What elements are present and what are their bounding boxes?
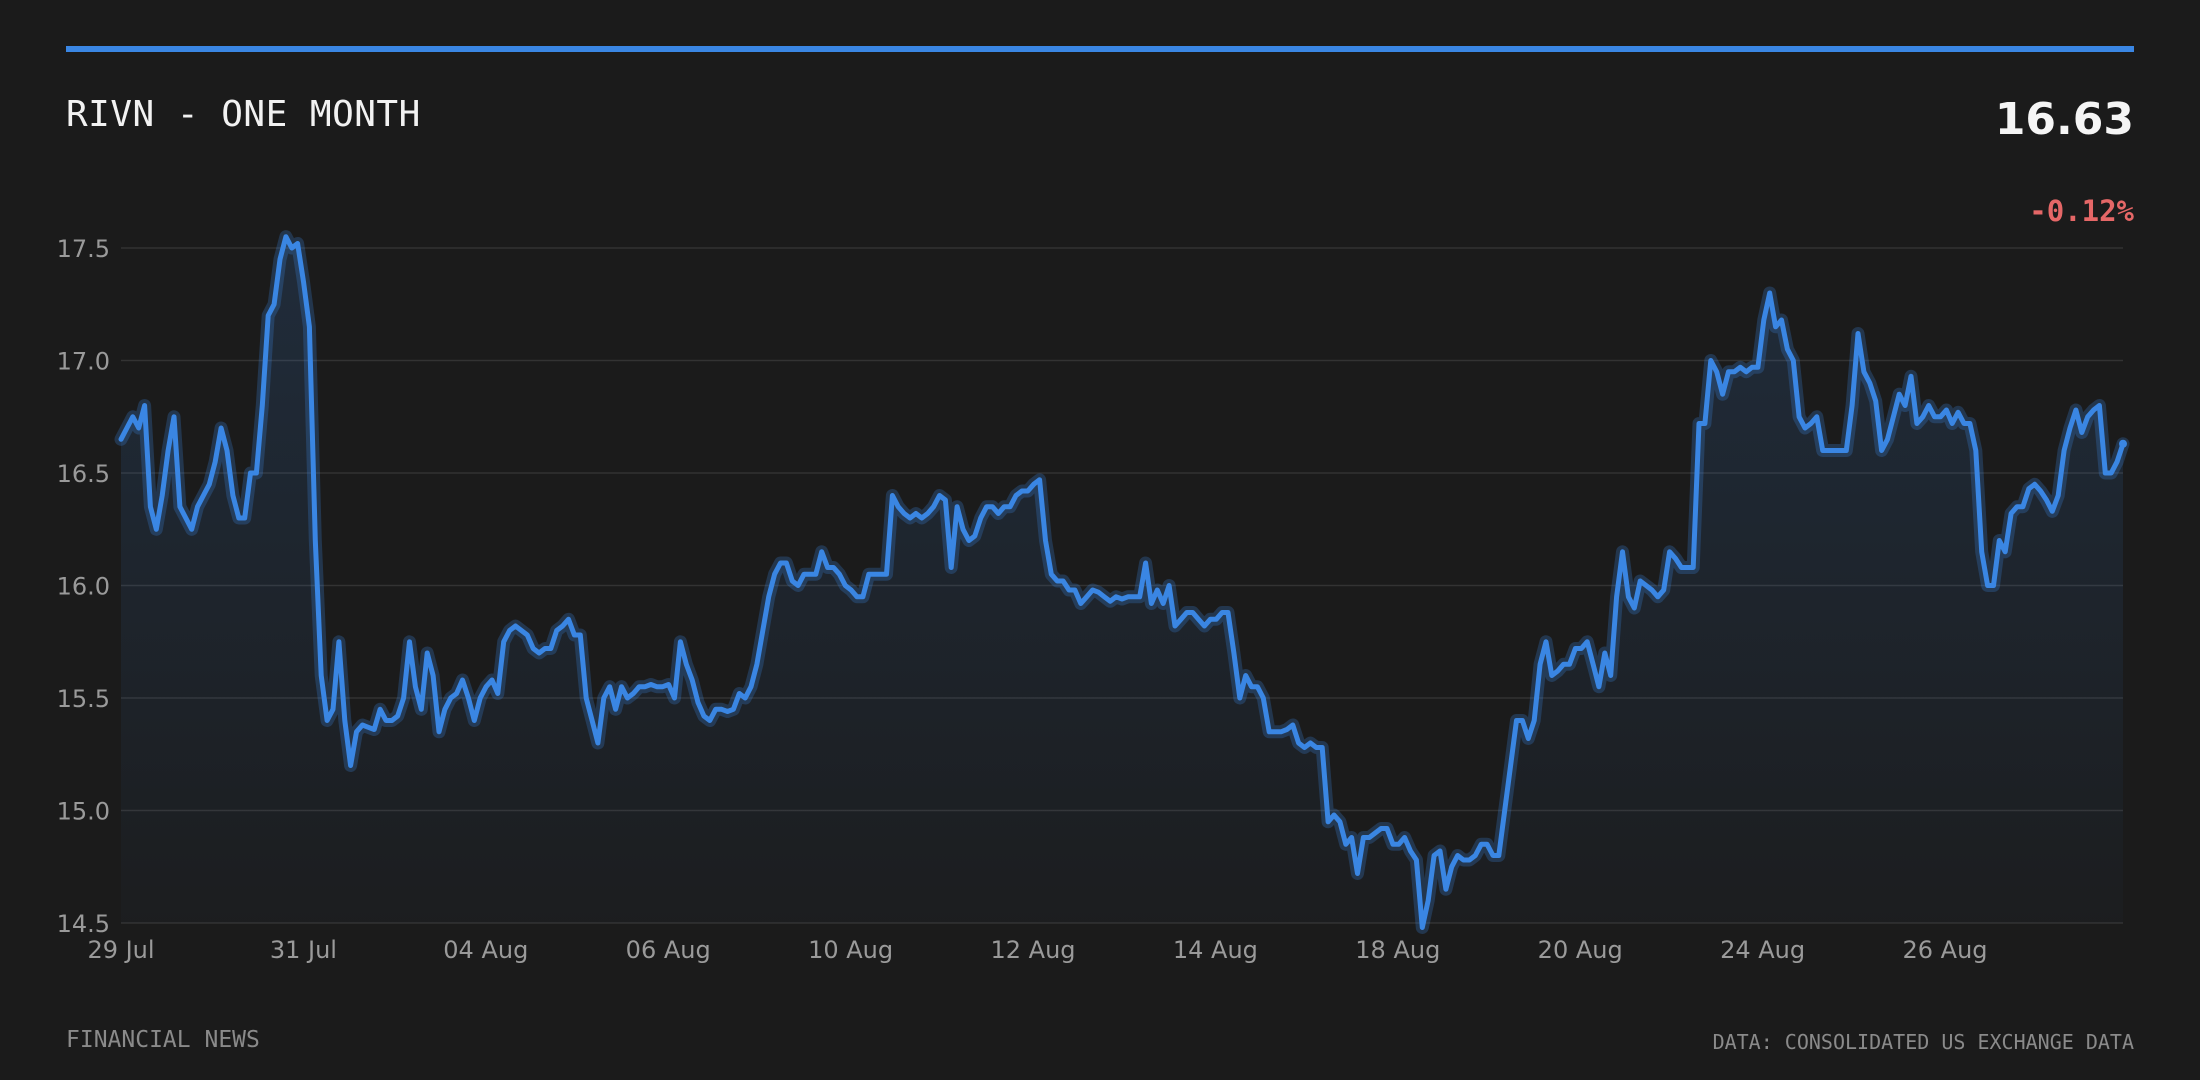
source-label: FINANCIAL NEWS <box>66 1027 260 1053</box>
top-accent-bar <box>66 46 2134 52</box>
x-tick-label: 12 Aug <box>990 936 1075 964</box>
y-tick-label: 16.5 <box>57 460 110 488</box>
x-tick-label: 14 Aug <box>1173 936 1258 964</box>
y-tick-label: 16.0 <box>57 573 110 601</box>
y-tick-label: 15.5 <box>57 685 110 713</box>
x-tick-label: 26 Aug <box>1902 936 1987 964</box>
x-tick-label: 31 Jul <box>270 936 337 964</box>
x-tick-label: 10 Aug <box>808 936 893 964</box>
chart-title: RIVN - ONE MONTH <box>66 94 421 135</box>
price-line <box>118 234 2126 930</box>
y-tick-label: 17.5 <box>57 235 110 263</box>
price-change: -0.12% <box>2029 194 2134 228</box>
x-tick-label: 20 Aug <box>1538 936 1623 964</box>
x-tick-label: 24 Aug <box>1720 936 1805 964</box>
y-tick-label: 17.0 <box>57 348 110 376</box>
x-tick-label: 18 Aug <box>1355 936 1440 964</box>
x-tick-label: 06 Aug <box>626 936 711 964</box>
price-area-fill <box>121 236 2123 928</box>
last-price-point <box>2119 439 2127 448</box>
x-axis: 29 Jul 31 Jul 04 Aug 06 Aug 10 Aug 12 Aug 14 A… <box>87 936 1987 964</box>
data-attribution: DATA: CONSOLIDATED US EXCHANGE DATA <box>1712 1030 2134 1054</box>
x-tick-label: 04 Aug <box>443 936 528 964</box>
price-chart: 17.5 17.0 16.5 16.0 15.5 15.0 14.5 29 Jul 31 Ju… <box>57 230 2130 964</box>
current-price: 16.63 <box>1994 94 2134 145</box>
x-tick-label: 29 Jul <box>87 936 154 964</box>
y-axis: 17.5 17.0 16.5 16.0 15.5 15.0 14.5 <box>57 235 110 938</box>
y-tick-label: 14.5 <box>57 910 110 938</box>
y-tick-label: 15.0 <box>57 798 110 826</box>
